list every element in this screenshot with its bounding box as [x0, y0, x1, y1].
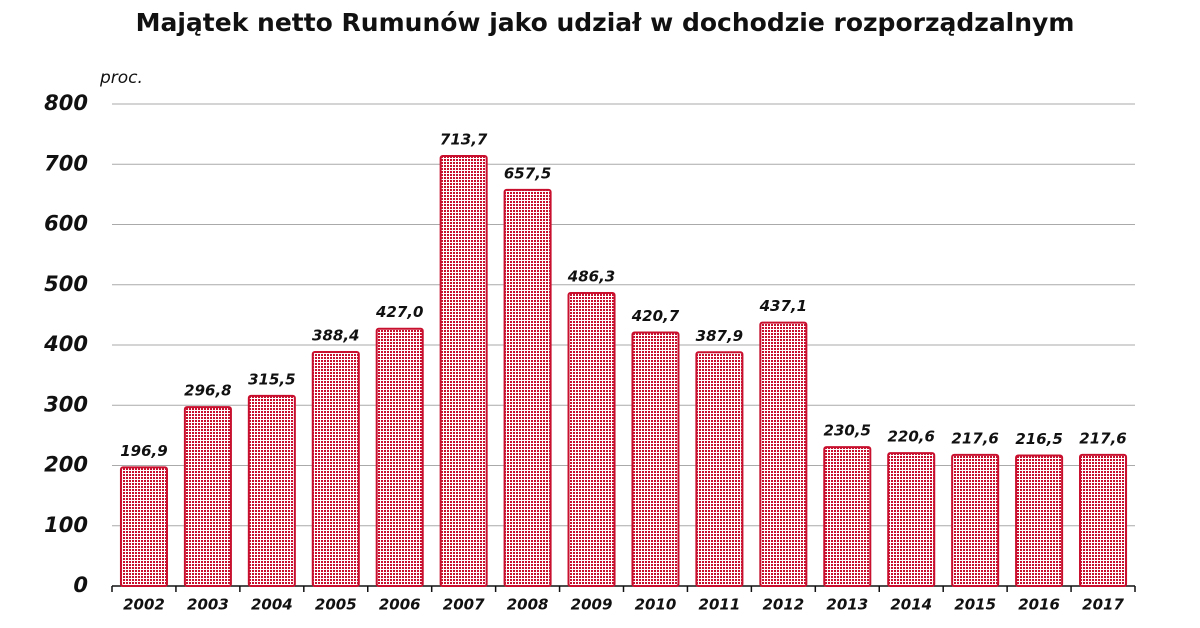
- bar: [375, 327, 424, 587]
- x-tick-label: 2017: [1082, 596, 1124, 614]
- y-tick-label: 600: [44, 212, 88, 236]
- x-tick-label: 2003: [187, 596, 229, 614]
- value-label: 437,1: [759, 297, 807, 315]
- bar: [1079, 453, 1128, 587]
- bar: [119, 466, 168, 587]
- bar: [1015, 454, 1064, 587]
- chart-title: Majątek netto Rumunów jako udział w doch…: [136, 8, 1075, 37]
- y-axis-unit: proc.: [99, 68, 143, 88]
- x-tick-label: 2002: [123, 596, 165, 614]
- bar: [183, 406, 232, 588]
- x-tick-label: 2009: [571, 596, 613, 614]
- value-label: 220,6: [887, 428, 934, 446]
- x-tick-label: 2005: [315, 596, 357, 614]
- value-label: 296,8: [184, 382, 231, 400]
- value-label: 230,5: [824, 422, 871, 440]
- value-label: 196,9: [120, 442, 167, 460]
- x-tick-label: 2012: [762, 596, 804, 614]
- x-tick-label: 2013: [826, 596, 868, 614]
- value-label: 713,7: [440, 130, 488, 148]
- value-label: 427,0: [375, 303, 423, 321]
- value-label: 216,5: [1015, 430, 1062, 448]
- value-label: 486,3: [567, 268, 615, 286]
- y-tick-label: 500: [44, 272, 88, 296]
- value-label: 315,5: [248, 370, 295, 388]
- y-tick-label: 700: [44, 151, 88, 175]
- bar: [631, 331, 680, 588]
- x-tick-label: 2007: [443, 596, 485, 614]
- y-tick-label: 0: [73, 573, 88, 597]
- bar: [887, 452, 936, 587]
- bar: [823, 446, 872, 587]
- y-tick-label: 800: [44, 91, 88, 115]
- x-tick-label: 2016: [1018, 596, 1060, 614]
- value-label: 217,6: [1079, 429, 1126, 447]
- value-label: 388,4: [312, 326, 359, 344]
- x-tick-label: 2006: [379, 596, 421, 614]
- value-label: 217,6: [951, 429, 998, 447]
- bar: [951, 453, 1000, 587]
- bar: [247, 394, 296, 587]
- x-tick-label: 2010: [635, 596, 677, 614]
- bar: [439, 154, 488, 587]
- bar: [503, 188, 552, 587]
- bar: [759, 321, 808, 587]
- bar: [695, 351, 744, 587]
- bar: [311, 350, 360, 588]
- bar: [567, 292, 616, 587]
- y-tick-label: 400: [43, 332, 88, 356]
- value-label: 387,9: [696, 327, 743, 345]
- value-label: 657,5: [504, 164, 551, 182]
- y-tick-label: 100: [44, 513, 88, 537]
- x-tick-label: 2008: [507, 596, 549, 614]
- x-tick-label: 2014: [890, 596, 932, 614]
- x-tick-label: 2015: [954, 596, 996, 614]
- x-tick-label: 2004: [251, 596, 293, 614]
- value-label: 420,7: [631, 307, 680, 325]
- y-tick-label: 200: [44, 453, 88, 477]
- y-tick-label: 300: [44, 392, 88, 416]
- x-tick-label: 2011: [699, 596, 741, 614]
